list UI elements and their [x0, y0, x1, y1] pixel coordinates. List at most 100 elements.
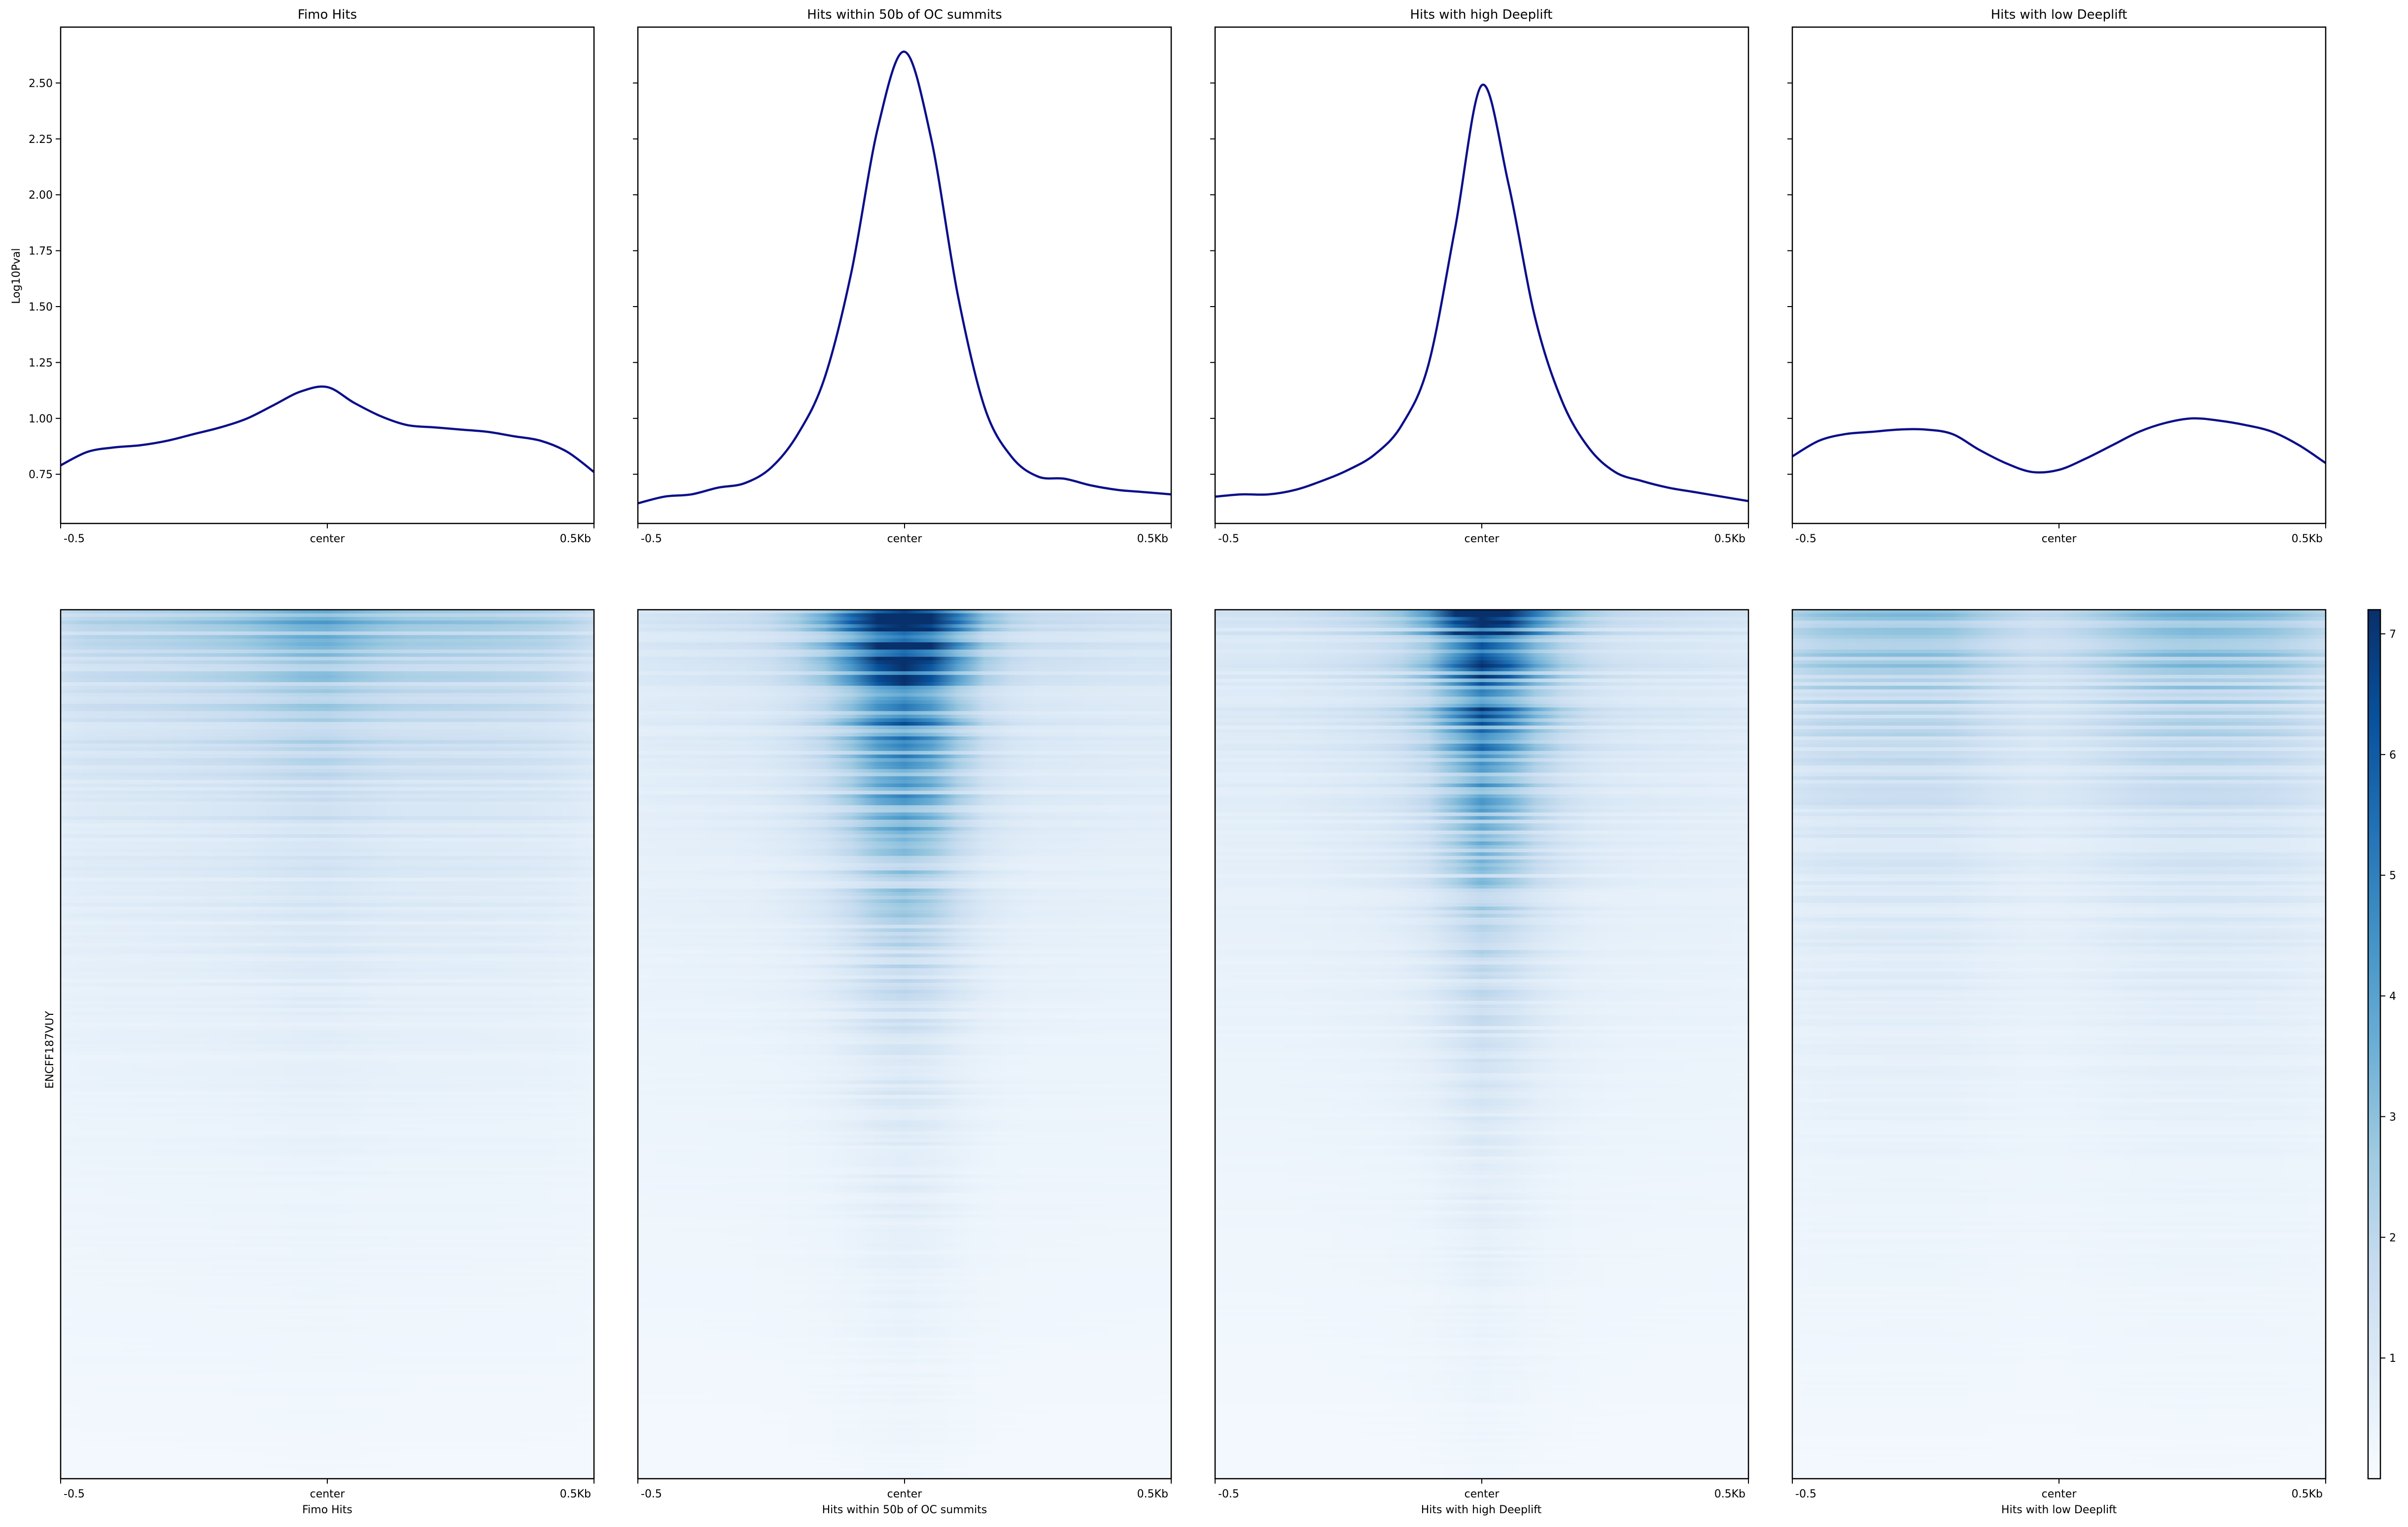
heatmap-row — [1215, 1087, 1748, 1092]
heatmap-row — [1215, 1442, 1748, 1447]
heatmap-row — [61, 1174, 594, 1179]
colorbar-tick-label: 5 — [2389, 870, 2396, 882]
heatmap-row — [61, 1312, 594, 1317]
heatmap-row — [1215, 1221, 1748, 1226]
heatmap-row — [61, 982, 594, 987]
heatmap-row — [1215, 928, 1748, 933]
heatmap-row — [1792, 758, 2326, 763]
heatmap-row — [1215, 986, 1748, 990]
heatmap-row — [61, 762, 594, 766]
heatmap-row — [1792, 678, 2326, 683]
heatmap-xlabel-oc-summits: Hits within 50b of OC summits — [822, 1504, 987, 1516]
heatmap-row — [61, 1286, 594, 1291]
heatmap-row — [61, 1399, 594, 1403]
heatmap-row — [61, 754, 594, 759]
heatmap-row — [1792, 917, 2326, 922]
heatmap-row — [1792, 1385, 2326, 1388]
heatmap-row — [638, 1062, 1171, 1067]
heatmap-row — [638, 936, 1171, 940]
heatmap-row — [61, 1323, 594, 1327]
heatmap-row — [1792, 845, 2326, 849]
heatmap-row — [1215, 1044, 1748, 1048]
heatmap-row — [1792, 968, 2326, 972]
heatmap-row — [1215, 903, 1748, 907]
heatmap-row — [61, 1008, 594, 1012]
heatmap-row — [61, 1334, 594, 1338]
heatmap-row — [61, 1261, 594, 1266]
heatmap-row — [1215, 787, 1748, 791]
heatmap-row — [638, 1095, 1171, 1099]
heatmap-row — [1215, 1345, 1748, 1349]
heatmap-row — [638, 703, 1171, 708]
heatmap-row — [1215, 1033, 1748, 1038]
heatmap-row — [1792, 1337, 2326, 1342]
heatmap-row — [638, 627, 1171, 632]
heatmap-row — [1792, 1152, 2326, 1157]
heatmap-row — [1215, 823, 1748, 828]
heatmap-row — [61, 1453, 594, 1458]
heatmap-row — [1215, 1004, 1748, 1008]
heatmap-row — [1792, 1069, 2326, 1074]
heatmap-row — [638, 1160, 1171, 1164]
heatmap-row — [61, 660, 594, 664]
heatmap-row — [1215, 772, 1748, 777]
heatmap-row — [638, 831, 1171, 835]
heatmap-row — [1792, 1348, 2326, 1353]
heatmap-row — [61, 939, 594, 943]
heatmap-row — [1792, 1297, 2326, 1302]
heatmap-row — [1215, 1457, 1748, 1461]
heatmap-row — [1792, 617, 2326, 621]
heatmap-row — [638, 1243, 1171, 1248]
heatmap-row — [61, 1127, 594, 1132]
heatmap-row — [1215, 1290, 1748, 1294]
heatmap-row — [1215, 1047, 1748, 1052]
heatmap-row — [1215, 711, 1748, 715]
heatmap-row — [1792, 671, 2326, 675]
heatmap-row — [61, 877, 594, 882]
heatmap-row — [1215, 776, 1748, 780]
heatmap-row — [1792, 1124, 2326, 1128]
heatmap-row — [1792, 675, 2326, 679]
heatmap-row — [1215, 664, 1748, 668]
heatmap-row — [1792, 664, 2326, 668]
heatmap-row — [1792, 812, 2326, 817]
heatmap-xtick-label: 0.5Kb — [1137, 1488, 1168, 1500]
heatmap-row — [1215, 624, 1748, 628]
heatmap-row — [61, 765, 594, 769]
heatmap-row — [1792, 1044, 2326, 1048]
heatmap-row — [61, 1272, 594, 1277]
heatmap-row — [1215, 765, 1748, 769]
heatmap-row — [61, 794, 594, 798]
heatmap-row — [1215, 1080, 1748, 1084]
heatmap-row — [638, 1156, 1171, 1161]
heatmap-row — [1215, 1475, 1748, 1479]
heatmap-row — [1215, 1152, 1748, 1157]
heatmap-row — [638, 791, 1171, 795]
heatmap-row — [61, 700, 594, 704]
heatmap-row — [638, 1373, 1171, 1378]
heatmap-row — [1792, 1294, 2326, 1298]
heatmap-row — [61, 621, 594, 625]
heatmap-row — [638, 1257, 1171, 1262]
heatmap-row — [1792, 1283, 2326, 1287]
heatmap-row — [61, 613, 594, 618]
heatmap-row — [1215, 642, 1748, 647]
heatmap-row — [1792, 1410, 2326, 1414]
heatmap-row — [638, 736, 1171, 741]
heatmap-row — [638, 682, 1171, 686]
heatmap-row — [1215, 660, 1748, 664]
profile-ytick-label: 1.75 — [29, 245, 53, 258]
heatmap-row — [1215, 1243, 1748, 1248]
heatmap-row — [1215, 1431, 1748, 1436]
heatmap-row — [1792, 1055, 2326, 1059]
heatmap-row — [1215, 1026, 1748, 1030]
heatmap-row — [638, 1138, 1171, 1143]
heatmap-row — [61, 936, 594, 940]
heatmap-row — [638, 726, 1171, 730]
heatmap-row — [638, 646, 1171, 650]
heatmap-row — [638, 678, 1171, 683]
heatmap-row — [638, 932, 1171, 936]
heatmap-xtick-label: -0.5 — [64, 1488, 85, 1500]
heatmap-row — [1792, 1424, 2326, 1428]
heatmap-row — [1792, 707, 2326, 712]
